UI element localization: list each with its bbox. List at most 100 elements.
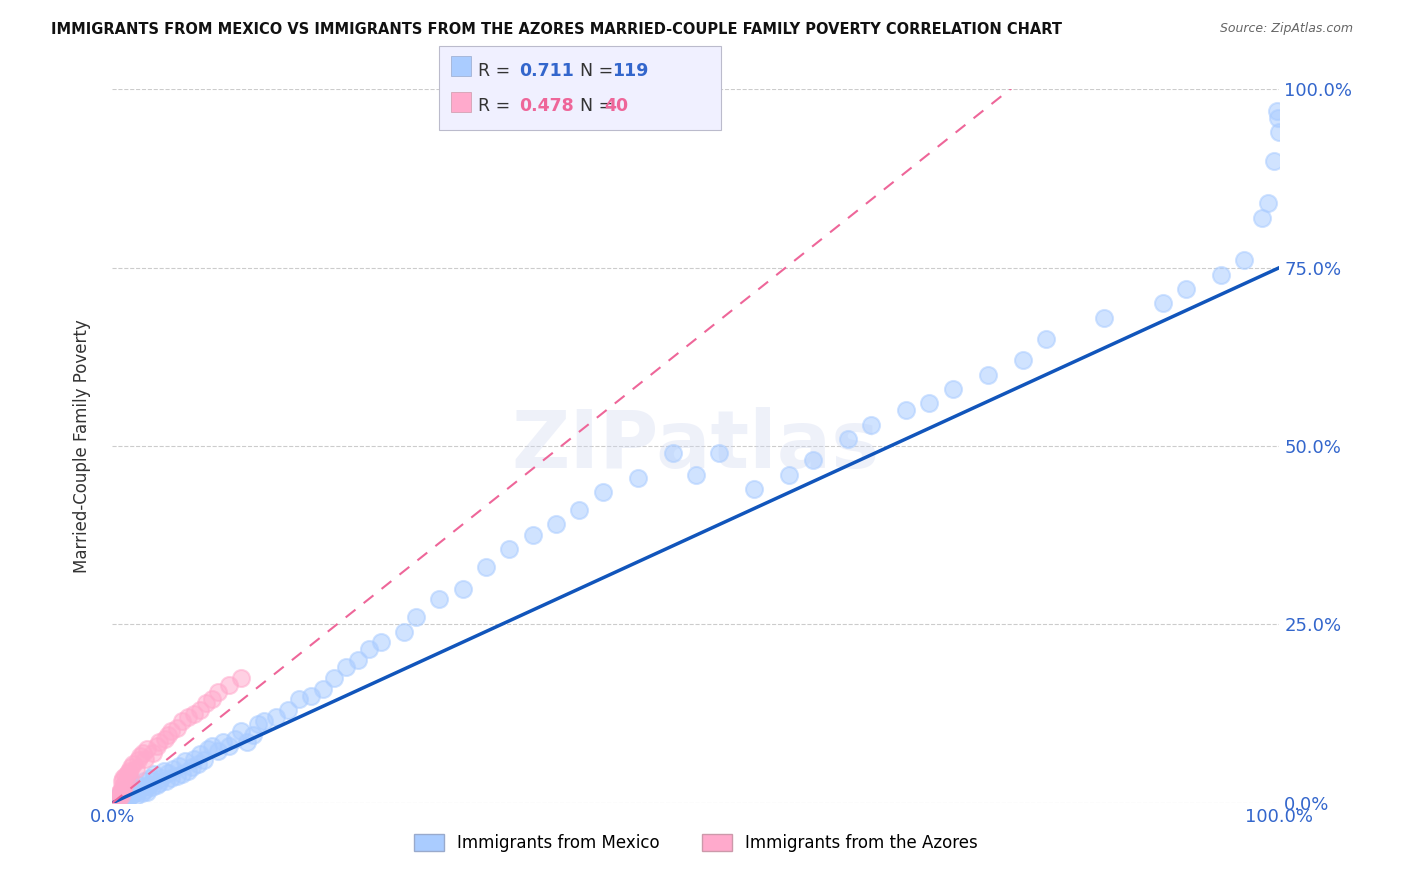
Point bbox=[276, 703, 298, 717]
Point bbox=[1011, 353, 1033, 368]
Point bbox=[860, 417, 883, 432]
Point bbox=[183, 706, 205, 721]
Point bbox=[207, 685, 229, 699]
Point bbox=[1268, 125, 1291, 139]
Point bbox=[118, 764, 141, 778]
Point bbox=[224, 731, 246, 746]
Point bbox=[118, 789, 141, 804]
Point bbox=[1175, 282, 1198, 296]
Point bbox=[166, 769, 188, 783]
Point bbox=[212, 735, 235, 749]
Point bbox=[111, 785, 134, 799]
Point bbox=[148, 735, 170, 749]
Point bbox=[120, 760, 142, 774]
Point bbox=[1094, 310, 1116, 325]
Point bbox=[110, 790, 132, 805]
Point bbox=[150, 771, 173, 785]
Point bbox=[544, 517, 567, 532]
Point bbox=[173, 755, 195, 769]
Text: ZIPatlas: ZIPatlas bbox=[512, 407, 880, 485]
Point bbox=[166, 721, 188, 735]
Point bbox=[522, 528, 544, 542]
Point bbox=[1152, 296, 1174, 310]
Point bbox=[1263, 153, 1285, 168]
Point bbox=[177, 710, 200, 724]
Text: N =: N = bbox=[569, 62, 619, 79]
Text: IMMIGRANTS FROM MEXICO VS IMMIGRANTS FROM THE AZORES MARRIED-COUPLE FAMILY POVER: IMMIGRANTS FROM MEXICO VS IMMIGRANTS FRO… bbox=[51, 22, 1062, 37]
Point bbox=[218, 739, 240, 753]
Point bbox=[264, 710, 287, 724]
Point bbox=[111, 780, 134, 794]
Point bbox=[111, 792, 134, 806]
Point bbox=[107, 794, 129, 808]
Point bbox=[592, 485, 614, 500]
Point bbox=[335, 660, 357, 674]
Point bbox=[172, 767, 194, 781]
Point bbox=[111, 789, 134, 803]
Point bbox=[242, 728, 264, 742]
Point bbox=[180, 760, 202, 774]
Point bbox=[1251, 211, 1274, 225]
Point bbox=[427, 592, 450, 607]
Point bbox=[127, 781, 149, 796]
Point bbox=[148, 776, 170, 790]
Point bbox=[394, 624, 416, 639]
Point bbox=[132, 780, 155, 794]
Point bbox=[122, 787, 145, 801]
Point bbox=[125, 785, 148, 799]
Point bbox=[120, 787, 142, 801]
Point bbox=[167, 758, 190, 772]
Point bbox=[1209, 268, 1232, 282]
Point bbox=[138, 778, 160, 792]
Point bbox=[299, 689, 322, 703]
Point bbox=[118, 771, 141, 785]
Point bbox=[112, 793, 135, 807]
Point bbox=[311, 681, 333, 696]
Text: R =: R = bbox=[478, 62, 522, 79]
Point bbox=[253, 714, 276, 728]
Point bbox=[117, 783, 139, 797]
Point bbox=[778, 467, 800, 482]
Point bbox=[128, 778, 150, 792]
Point bbox=[201, 739, 224, 753]
Text: 0.711: 0.711 bbox=[519, 62, 574, 79]
Text: 0.478: 0.478 bbox=[519, 97, 574, 115]
Point bbox=[801, 453, 824, 467]
Point bbox=[498, 542, 520, 557]
Point bbox=[153, 731, 176, 746]
Point bbox=[129, 749, 152, 764]
Point bbox=[112, 790, 135, 805]
Point bbox=[894, 403, 917, 417]
Point bbox=[568, 503, 591, 517]
Point bbox=[187, 756, 209, 771]
Point bbox=[111, 774, 134, 789]
Point bbox=[218, 678, 240, 692]
Point bbox=[125, 789, 148, 803]
Point bbox=[110, 789, 132, 803]
Point bbox=[110, 787, 132, 801]
Point bbox=[112, 778, 135, 792]
Point bbox=[247, 717, 270, 731]
Point bbox=[139, 771, 162, 785]
Point bbox=[132, 774, 155, 789]
Point bbox=[125, 762, 148, 776]
Point bbox=[1267, 111, 1289, 125]
Point bbox=[132, 746, 155, 760]
Point bbox=[359, 642, 381, 657]
Point bbox=[107, 787, 129, 801]
Point bbox=[112, 783, 135, 797]
Point bbox=[1233, 253, 1256, 268]
Point bbox=[160, 771, 183, 785]
Point bbox=[153, 764, 176, 778]
Point bbox=[323, 671, 346, 685]
Point bbox=[172, 714, 194, 728]
Point bbox=[685, 467, 707, 482]
Point bbox=[207, 744, 229, 758]
Legend: Immigrants from Mexico, Immigrants from the Azores: Immigrants from Mexico, Immigrants from … bbox=[408, 827, 984, 859]
Point bbox=[229, 724, 252, 739]
Point bbox=[183, 751, 205, 765]
Point bbox=[193, 753, 215, 767]
Point bbox=[1257, 196, 1279, 211]
Point bbox=[143, 767, 166, 781]
Point bbox=[229, 671, 252, 685]
